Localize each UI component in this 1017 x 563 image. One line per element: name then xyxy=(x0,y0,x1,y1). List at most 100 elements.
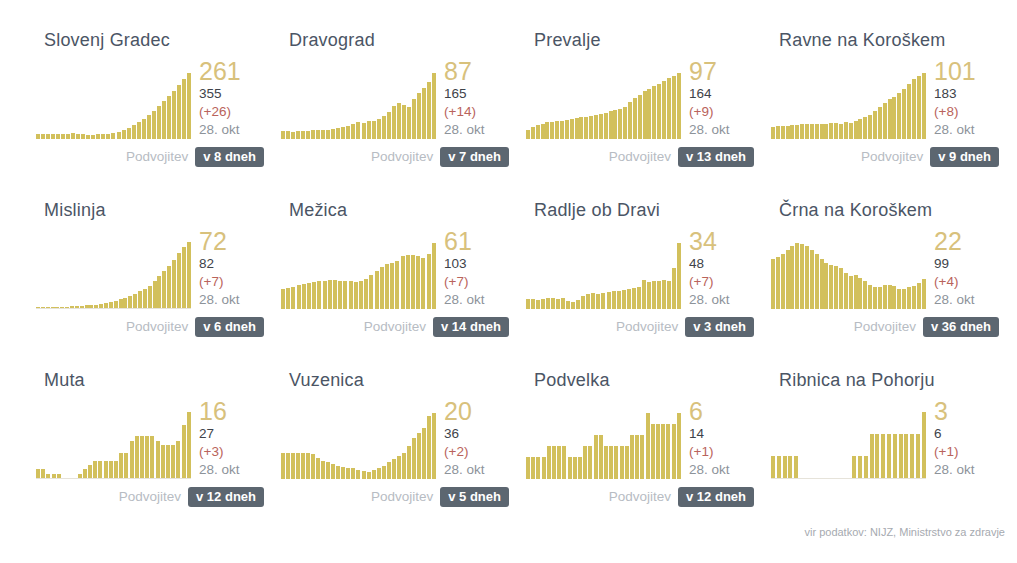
chart-bar[interactable] xyxy=(148,286,152,308)
chart-bar[interactable] xyxy=(868,285,872,309)
chart-bar[interactable] xyxy=(870,434,874,478)
chart-bar[interactable] xyxy=(917,283,921,309)
chart-bar[interactable] xyxy=(647,89,651,139)
chart-bar[interactable] xyxy=(613,110,617,139)
chart-bar[interactable] xyxy=(810,124,814,139)
chart-bar[interactable] xyxy=(591,293,595,309)
chart-bar[interactable] xyxy=(531,127,535,139)
chart-bar[interactable] xyxy=(369,275,373,309)
chart-bar[interactable] xyxy=(790,125,794,139)
chart-bar[interactable] xyxy=(152,111,156,139)
chart-bar[interactable] xyxy=(187,412,191,478)
chart-bar[interactable] xyxy=(343,281,347,309)
chart-bar[interactable] xyxy=(422,428,426,479)
chart-bar[interactable] xyxy=(526,130,530,139)
chart-bar[interactable] xyxy=(51,134,55,139)
chart-bar[interactable] xyxy=(422,88,426,139)
chart-bar[interactable] xyxy=(316,458,320,479)
chart-bar[interactable] xyxy=(875,434,879,478)
chart-bar[interactable] xyxy=(552,446,556,479)
chart-bar[interactable] xyxy=(427,82,431,139)
chart-bar[interactable] xyxy=(296,131,300,139)
chart-bar[interactable] xyxy=(899,434,903,478)
chart-bar[interactable] xyxy=(364,279,368,309)
chart-bar[interactable] xyxy=(71,133,75,139)
chart-bar[interactable] xyxy=(336,128,340,139)
chart-bar[interactable] xyxy=(560,121,564,139)
chart-bar[interactable] xyxy=(331,464,335,479)
chart-bar[interactable] xyxy=(176,441,180,478)
chart-bar[interactable] xyxy=(182,425,186,478)
chart-bar[interactable] xyxy=(114,301,118,308)
chart-bar[interactable] xyxy=(575,118,579,139)
chart-bar[interactable] xyxy=(51,307,55,308)
chart-bar[interactable] xyxy=(578,457,582,479)
chart-bar[interactable] xyxy=(356,122,360,139)
chart-bar[interactable] xyxy=(776,257,780,309)
chart-bar[interactable] xyxy=(571,302,575,309)
chart-bar[interactable] xyxy=(291,132,295,139)
chart-bar[interactable] xyxy=(281,289,285,309)
chart-bar[interactable] xyxy=(672,76,676,139)
chart-bar[interactable] xyxy=(36,134,40,139)
chart-bar[interactable] xyxy=(783,456,787,478)
chart-bar[interactable] xyxy=(417,93,421,139)
chart-bar[interactable] xyxy=(172,260,176,308)
chart-bar[interactable] xyxy=(776,126,780,139)
chart-bar[interactable] xyxy=(623,107,627,139)
chart-bar[interactable] xyxy=(385,264,389,309)
chart-bar[interactable] xyxy=(377,468,381,479)
chart-bar[interactable] xyxy=(637,287,641,309)
chart-bar[interactable] xyxy=(677,413,681,479)
chart-bar[interactable] xyxy=(333,280,337,309)
chart-bar[interactable] xyxy=(586,294,590,309)
chart-bar[interactable] xyxy=(187,73,191,139)
chart-bar[interactable] xyxy=(162,101,166,139)
chart-bar[interactable] xyxy=(101,134,105,139)
chart-bar[interactable] xyxy=(666,424,670,479)
chart-bar[interactable] xyxy=(56,134,60,139)
chart-bar[interactable] xyxy=(852,456,856,478)
chart-bar[interactable] xyxy=(291,453,295,479)
chart-bar[interactable] xyxy=(625,446,629,479)
chart-bar[interactable] xyxy=(912,286,916,309)
chart-bar[interactable] xyxy=(135,436,139,478)
chart-bar[interactable] xyxy=(307,283,311,309)
chart-bar[interactable] xyxy=(377,119,381,139)
chart-bar[interactable] xyxy=(863,281,867,309)
chart-bar[interactable] xyxy=(888,285,892,309)
chart-bar[interactable] xyxy=(583,446,587,479)
chart-bar[interactable] xyxy=(902,289,906,309)
chart-bar[interactable] xyxy=(562,446,566,479)
chart-bar[interactable] xyxy=(820,124,824,139)
chart-bar[interactable] xyxy=(109,461,113,478)
chart-bar[interactable] xyxy=(829,123,833,139)
chart-bar[interactable] xyxy=(863,117,867,139)
chart-bar[interactable] xyxy=(858,278,862,309)
chart-bar[interactable] xyxy=(897,289,901,309)
chart-bar[interactable] xyxy=(406,255,410,309)
chart-bar[interactable] xyxy=(536,125,540,139)
chart-bar[interactable] xyxy=(317,281,321,309)
chart-bar[interactable] xyxy=(402,453,406,479)
chart-bar[interactable] xyxy=(584,117,588,139)
chart-bar[interactable] xyxy=(94,305,98,308)
chart-bar[interactable] xyxy=(620,446,624,479)
chart-bar[interactable] xyxy=(127,128,131,139)
chart-bar[interactable] xyxy=(596,294,600,309)
chart-bar[interactable] xyxy=(790,246,794,309)
chart-bar[interactable] xyxy=(555,121,559,139)
chart-bar[interactable] xyxy=(336,466,340,479)
chart-bar[interactable] xyxy=(397,103,401,139)
chart-bar[interactable] xyxy=(550,122,554,139)
chart-bar[interactable] xyxy=(526,457,530,479)
chart-bar[interactable] xyxy=(130,441,134,478)
chart-bar[interactable] xyxy=(137,122,141,139)
chart-bar[interactable] xyxy=(52,474,56,478)
chart-bar[interactable] xyxy=(643,91,647,139)
chart-bar[interactable] xyxy=(601,293,605,309)
chart-bar[interactable] xyxy=(588,446,592,479)
chart-bar[interactable] xyxy=(106,134,110,139)
chart-bar[interactable] xyxy=(296,453,300,479)
chart-bar[interactable] xyxy=(351,124,355,139)
